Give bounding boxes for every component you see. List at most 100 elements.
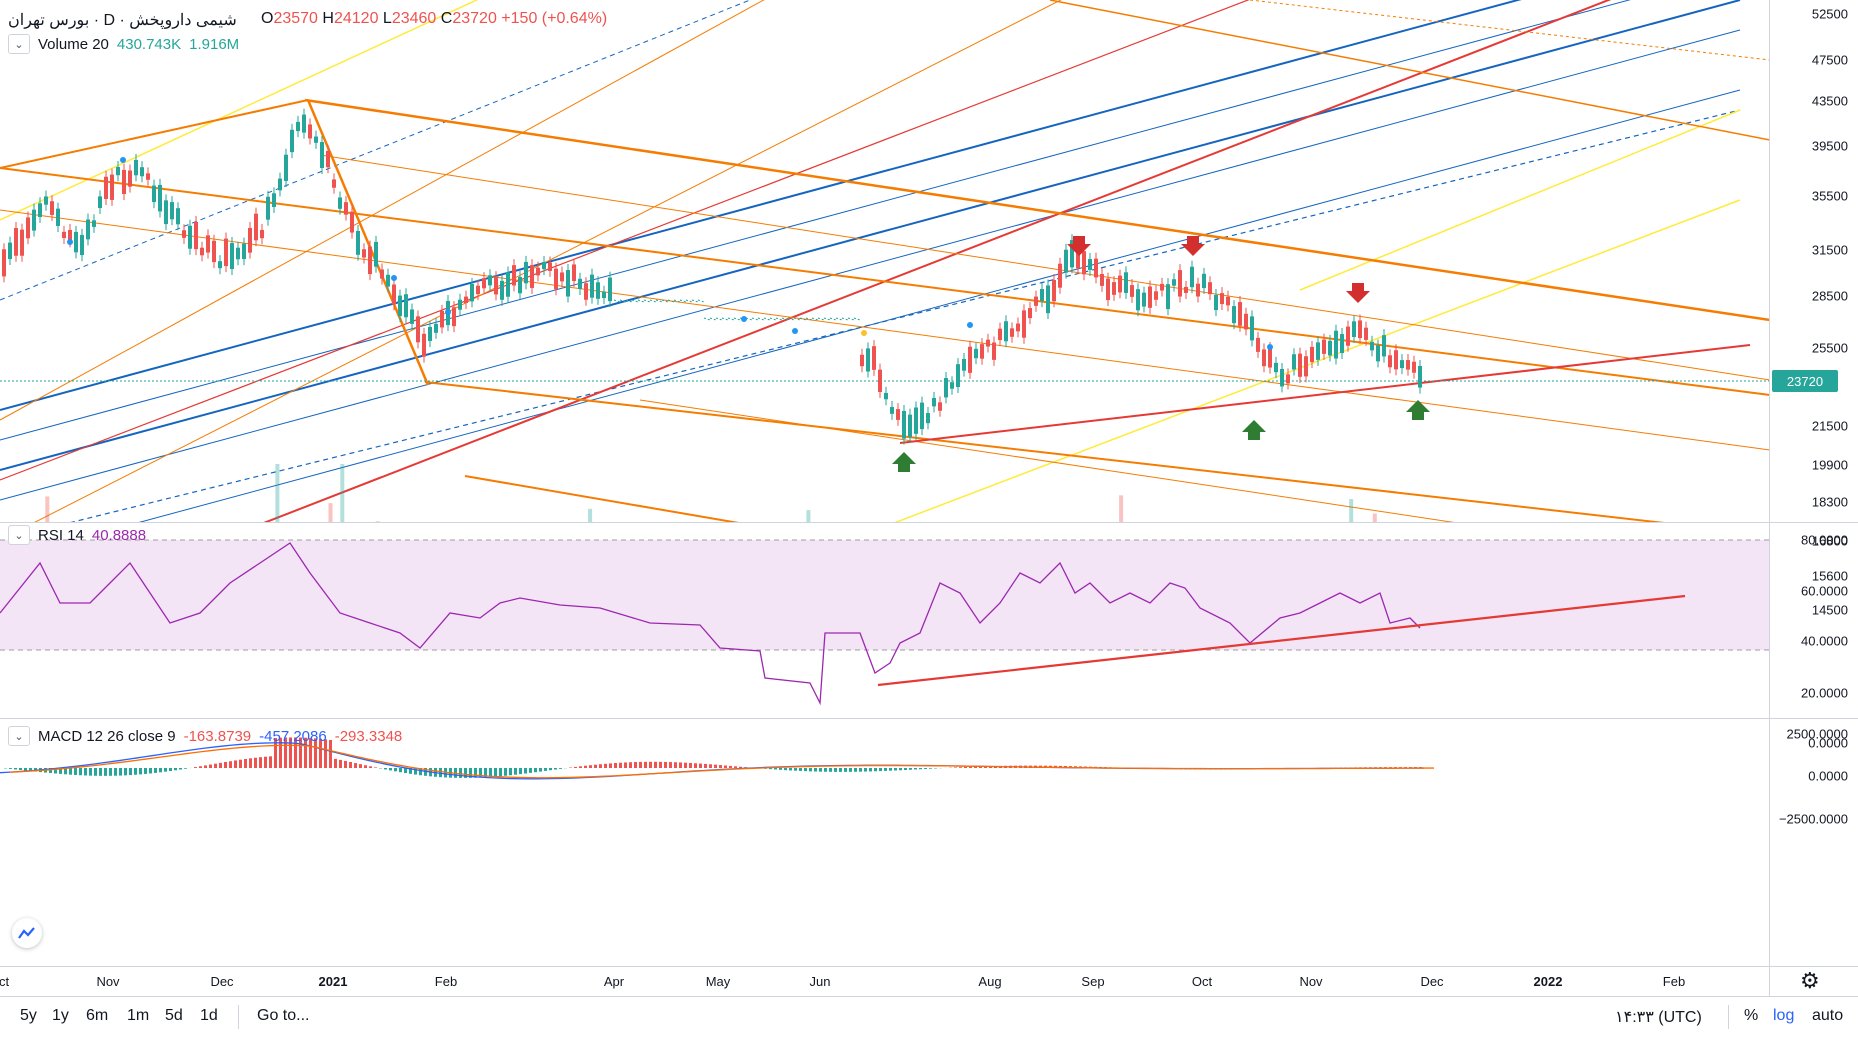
ohlc-readout: O23570 H24120 L23460 C23720 +150 (+0.64%… [261, 10, 607, 28]
flat-price-segment [812, 318, 818, 320]
candle-body [1310, 347, 1314, 362]
candle-body [1190, 267, 1194, 287]
channel-orange-line[interactable] [305, 100, 1770, 320]
arrow-down-icon[interactable] [1346, 283, 1370, 303]
pitchfork-handle[interactable] [0, 100, 308, 168]
channel-orange-line[interactable] [425, 382, 1770, 522]
goto-button[interactable]: Go to... [257, 1007, 309, 1025]
range-6m[interactable]: 6m [86, 1007, 108, 1025]
pitchfork-orange-line[interactable] [0, 0, 800, 420]
macd-histogram-bar [119, 768, 122, 776]
macd-histogram-bar [694, 763, 697, 768]
arrow-up-icon[interactable] [892, 452, 916, 472]
flat-price-segment [704, 318, 710, 320]
candle-body [1292, 354, 1296, 369]
range-5y[interactable]: 5y [20, 1007, 37, 1025]
flat-price-segment [854, 318, 860, 320]
channel-orange-line[interactable] [465, 476, 1770, 522]
pitchfork-blue-line[interactable] [0, 30, 1740, 500]
macd-histogram-bar [19, 768, 22, 770]
percent-toggle[interactable]: % [1744, 1007, 1758, 1025]
pitchfork-red-line[interactable] [40, 0, 1660, 522]
candle-body [1232, 306, 1236, 323]
time-tick: Sep [1081, 974, 1104, 989]
pitchfork-blue-line[interactable] [0, 90, 1740, 522]
time-tick: Nov [1299, 974, 1322, 989]
macd-histogram-bar [354, 763, 357, 768]
flat-price-segment [698, 300, 704, 302]
candle-body [1370, 342, 1374, 351]
candle-body [224, 239, 228, 267]
macd-histogram-bar [74, 768, 77, 775]
candle-body [578, 279, 582, 289]
symbol-title[interactable]: شیمی داروپخش · D · بورس تهران [8, 10, 237, 30]
volume-legend[interactable]: ⌄ Volume 20 430.743K 1.916M [8, 34, 239, 54]
macd-histogram-bar [829, 768, 832, 772]
candle-body [530, 265, 534, 288]
candle-body [602, 292, 606, 298]
price-tick: 47500 [1812, 53, 1848, 68]
bottom-toolbar: 5y 1y 6m 1m 5d 1d Go to... ۱۴:۳۳ (UTC) %… [0, 996, 1858, 1037]
arrow-down-icon[interactable] [1181, 236, 1205, 256]
range-5d[interactable]: 5d [165, 1007, 183, 1025]
channel-orange-thin[interactable] [640, 400, 1770, 522]
candle-body [1238, 302, 1242, 326]
range-1d[interactable]: 1d [200, 1007, 218, 1025]
chevron-down-icon[interactable]: ⌄ [8, 34, 30, 54]
price-chart[interactable] [0, 0, 1770, 522]
candle-body [1106, 279, 1110, 301]
arrow-up-icon[interactable] [1242, 420, 1266, 440]
macd-histogram-bar [199, 766, 202, 768]
candle-body [1052, 280, 1056, 301]
rsi-pane[interactable] [0, 523, 1770, 718]
rsi-chart[interactable] [0, 523, 1770, 718]
chevron-down-icon[interactable]: ⌄ [8, 525, 30, 545]
candle-body [1160, 284, 1164, 291]
rsi-legend[interactable]: ⌄ RSI 14 40.8888 [8, 525, 146, 545]
candle-body [1184, 287, 1188, 293]
macd-histogram-bar [334, 759, 337, 768]
pitchfork-blue-line[interactable] [0, 0, 1740, 440]
volume-bar [806, 510, 810, 522]
log-toggle[interactable]: log [1773, 1007, 1794, 1025]
candle-body [1226, 297, 1230, 306]
ohlc-high: 24120 [334, 10, 379, 27]
macd-histogram-bar [689, 763, 692, 768]
candle-body [350, 212, 354, 233]
flat-price-segment [836, 318, 842, 320]
candle-body [1388, 355, 1392, 367]
price-pane[interactable] [0, 0, 1770, 522]
pitchfork-handle[interactable] [308, 100, 428, 385]
candle-body [284, 155, 288, 181]
tradingview-logo-icon[interactable] [12, 918, 42, 948]
support-line[interactable] [900, 345, 1750, 443]
macd-histogram-bar [599, 764, 602, 768]
gear-icon[interactable]: ⚙ [1800, 968, 1820, 994]
channel-orange-thin[interactable] [0, 210, 1770, 450]
clock-readout[interactable]: ۱۴:۳۳ (UTC) [1615, 1007, 1702, 1027]
macd-pane[interactable] [0, 719, 1770, 966]
range-1y[interactable]: 1y [52, 1007, 69, 1025]
candle-body [14, 228, 18, 256]
channel-orange-line[interactable] [0, 168, 1770, 395]
auto-toggle[interactable]: auto [1812, 1007, 1843, 1025]
volume-bar [329, 503, 333, 522]
pitchfork-blue-dashed[interactable] [0, 110, 1740, 522]
range-1m[interactable]: 1m [127, 1007, 149, 1025]
candle-body [20, 230, 24, 256]
pitchfork-yellow-line[interactable] [1300, 110, 1740, 290]
candle-body [1082, 251, 1086, 274]
chevron-down-icon[interactable]: ⌄ [8, 726, 30, 746]
flat-price-segment [686, 300, 692, 302]
macd-chart[interactable] [0, 719, 1770, 966]
macd-histogram-bar [99, 768, 102, 776]
candle-body [392, 284, 396, 304]
candle-body [896, 409, 900, 420]
flat-price-segment [758, 318, 764, 320]
macd-legend[interactable]: ⌄ MACD 12 26 close 9 -163.8739 -457.2086… [8, 726, 402, 746]
candle-body [998, 329, 1002, 340]
